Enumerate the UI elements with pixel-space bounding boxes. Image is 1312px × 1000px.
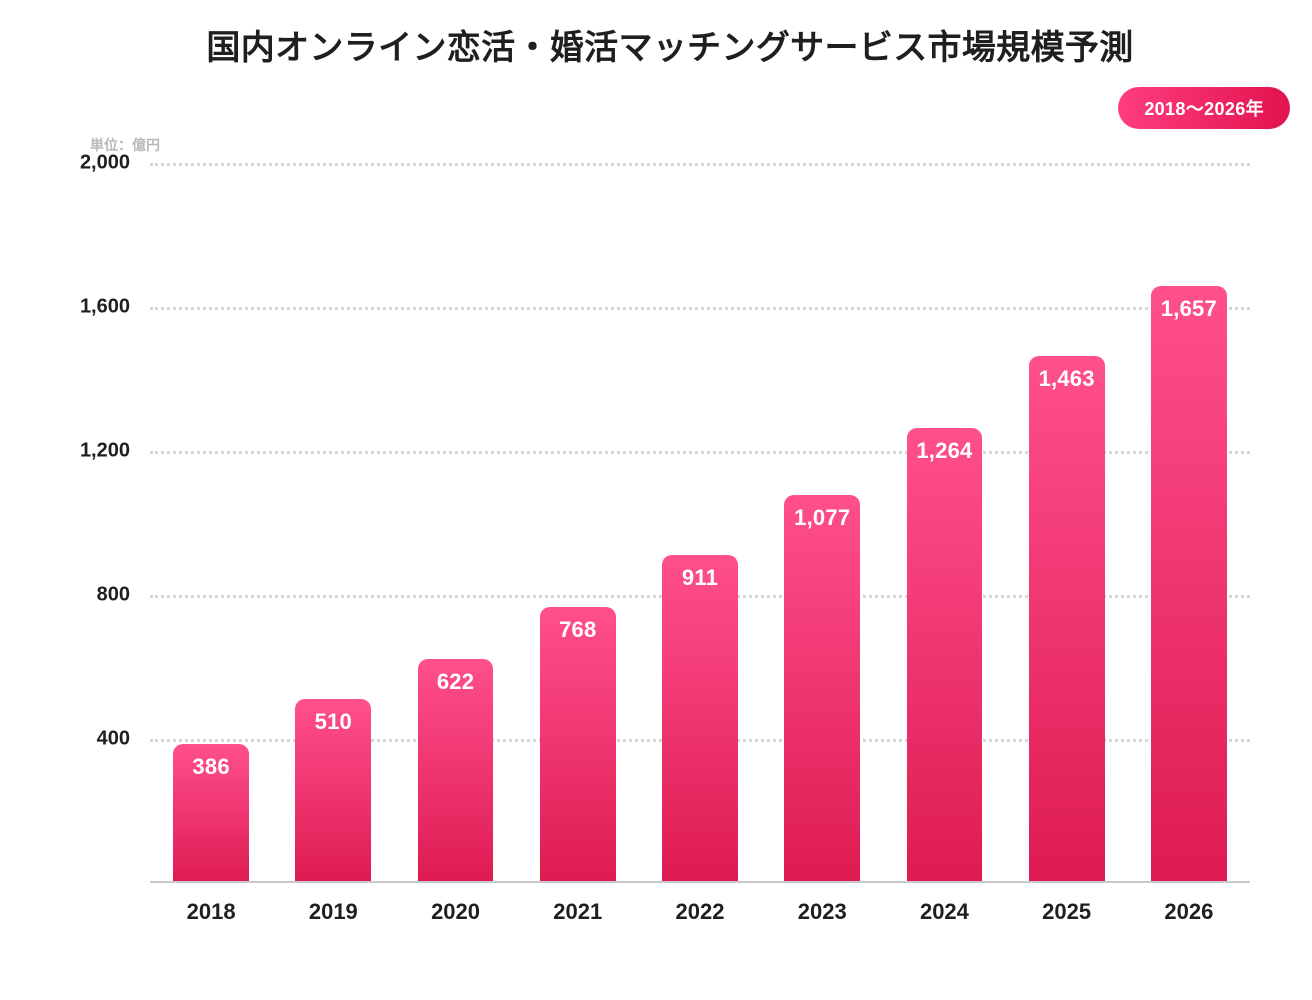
y-axis: 4008001,2001,6002,000	[50, 163, 130, 883]
bar-value-label: 510	[295, 709, 371, 735]
x-axis: 2018 2019 2020 2021 2022 2023 2024 2025 2026	[150, 899, 1250, 939]
bar-value-label: 1,264	[907, 438, 983, 464]
bar-fill	[662, 555, 738, 883]
x-tick-label: 2020	[431, 899, 480, 925]
bar-fill	[1151, 286, 1227, 883]
bar-value-label: 1,657	[1151, 296, 1227, 322]
bar-fill	[540, 607, 616, 883]
y-tick-label: 1,200	[80, 440, 130, 463]
bar: 510	[295, 699, 371, 883]
y-tick-label: 800	[97, 584, 130, 607]
bar: 768	[540, 607, 616, 883]
unit-label: 単位：億円	[90, 135, 1290, 155]
badge-row: 2018～2026年	[50, 87, 1290, 129]
x-tick-label: 2024	[920, 899, 969, 925]
bar-value-label: 386	[173, 754, 249, 780]
plot-inner: 386 510 622 768 911 1,077 1,264 1,463 1,657	[150, 163, 1250, 883]
x-tick-label: 2026	[1164, 899, 1213, 925]
bars: 386 510 622 768 911 1,077 1,264 1,463 1,657	[150, 163, 1250, 883]
y-tick-label: 2,000	[80, 152, 130, 175]
bar: 911	[662, 555, 738, 883]
year-range-badge: 2018～2026年	[1118, 87, 1290, 129]
x-tick-label: 2023	[798, 899, 847, 925]
x-tick-label: 2019	[309, 899, 358, 925]
plot-area: 4008001,2001,6002,000 3865106227689111,0…	[50, 163, 1250, 883]
bar: 1,264	[907, 428, 983, 883]
bar: 1,657	[1151, 286, 1227, 883]
y-tick-label: 400	[97, 728, 130, 751]
chart-title: 国内オンライン恋活・婚活マッチングサービス市場規模予測	[50, 20, 1290, 69]
bar: 386	[173, 744, 249, 883]
bar-value-label: 1,077	[784, 505, 860, 531]
chart-frame: 国内オンライン恋活・婚活マッチングサービス市場規模予測 2018～2026年 単…	[50, 20, 1290, 939]
bar-value-label: 622	[418, 669, 494, 695]
x-tick-label: 2018	[187, 899, 236, 925]
bar-value-label: 768	[540, 617, 616, 643]
x-tick-label: 2025	[1042, 899, 1091, 925]
bar-value-label: 1,463	[1029, 366, 1105, 392]
x-tick-label: 2022	[676, 899, 725, 925]
x-tick-label: 2021	[553, 899, 602, 925]
baseline	[150, 881, 1250, 883]
bar-fill	[907, 428, 983, 883]
y-tick-label: 1,600	[80, 296, 130, 319]
bar-fill	[1029, 356, 1105, 883]
bar-fill	[784, 495, 860, 883]
bar: 1,077	[784, 495, 860, 883]
bar: 622	[418, 659, 494, 883]
bar-value-label: 911	[662, 565, 738, 591]
bar: 1,463	[1029, 356, 1105, 883]
